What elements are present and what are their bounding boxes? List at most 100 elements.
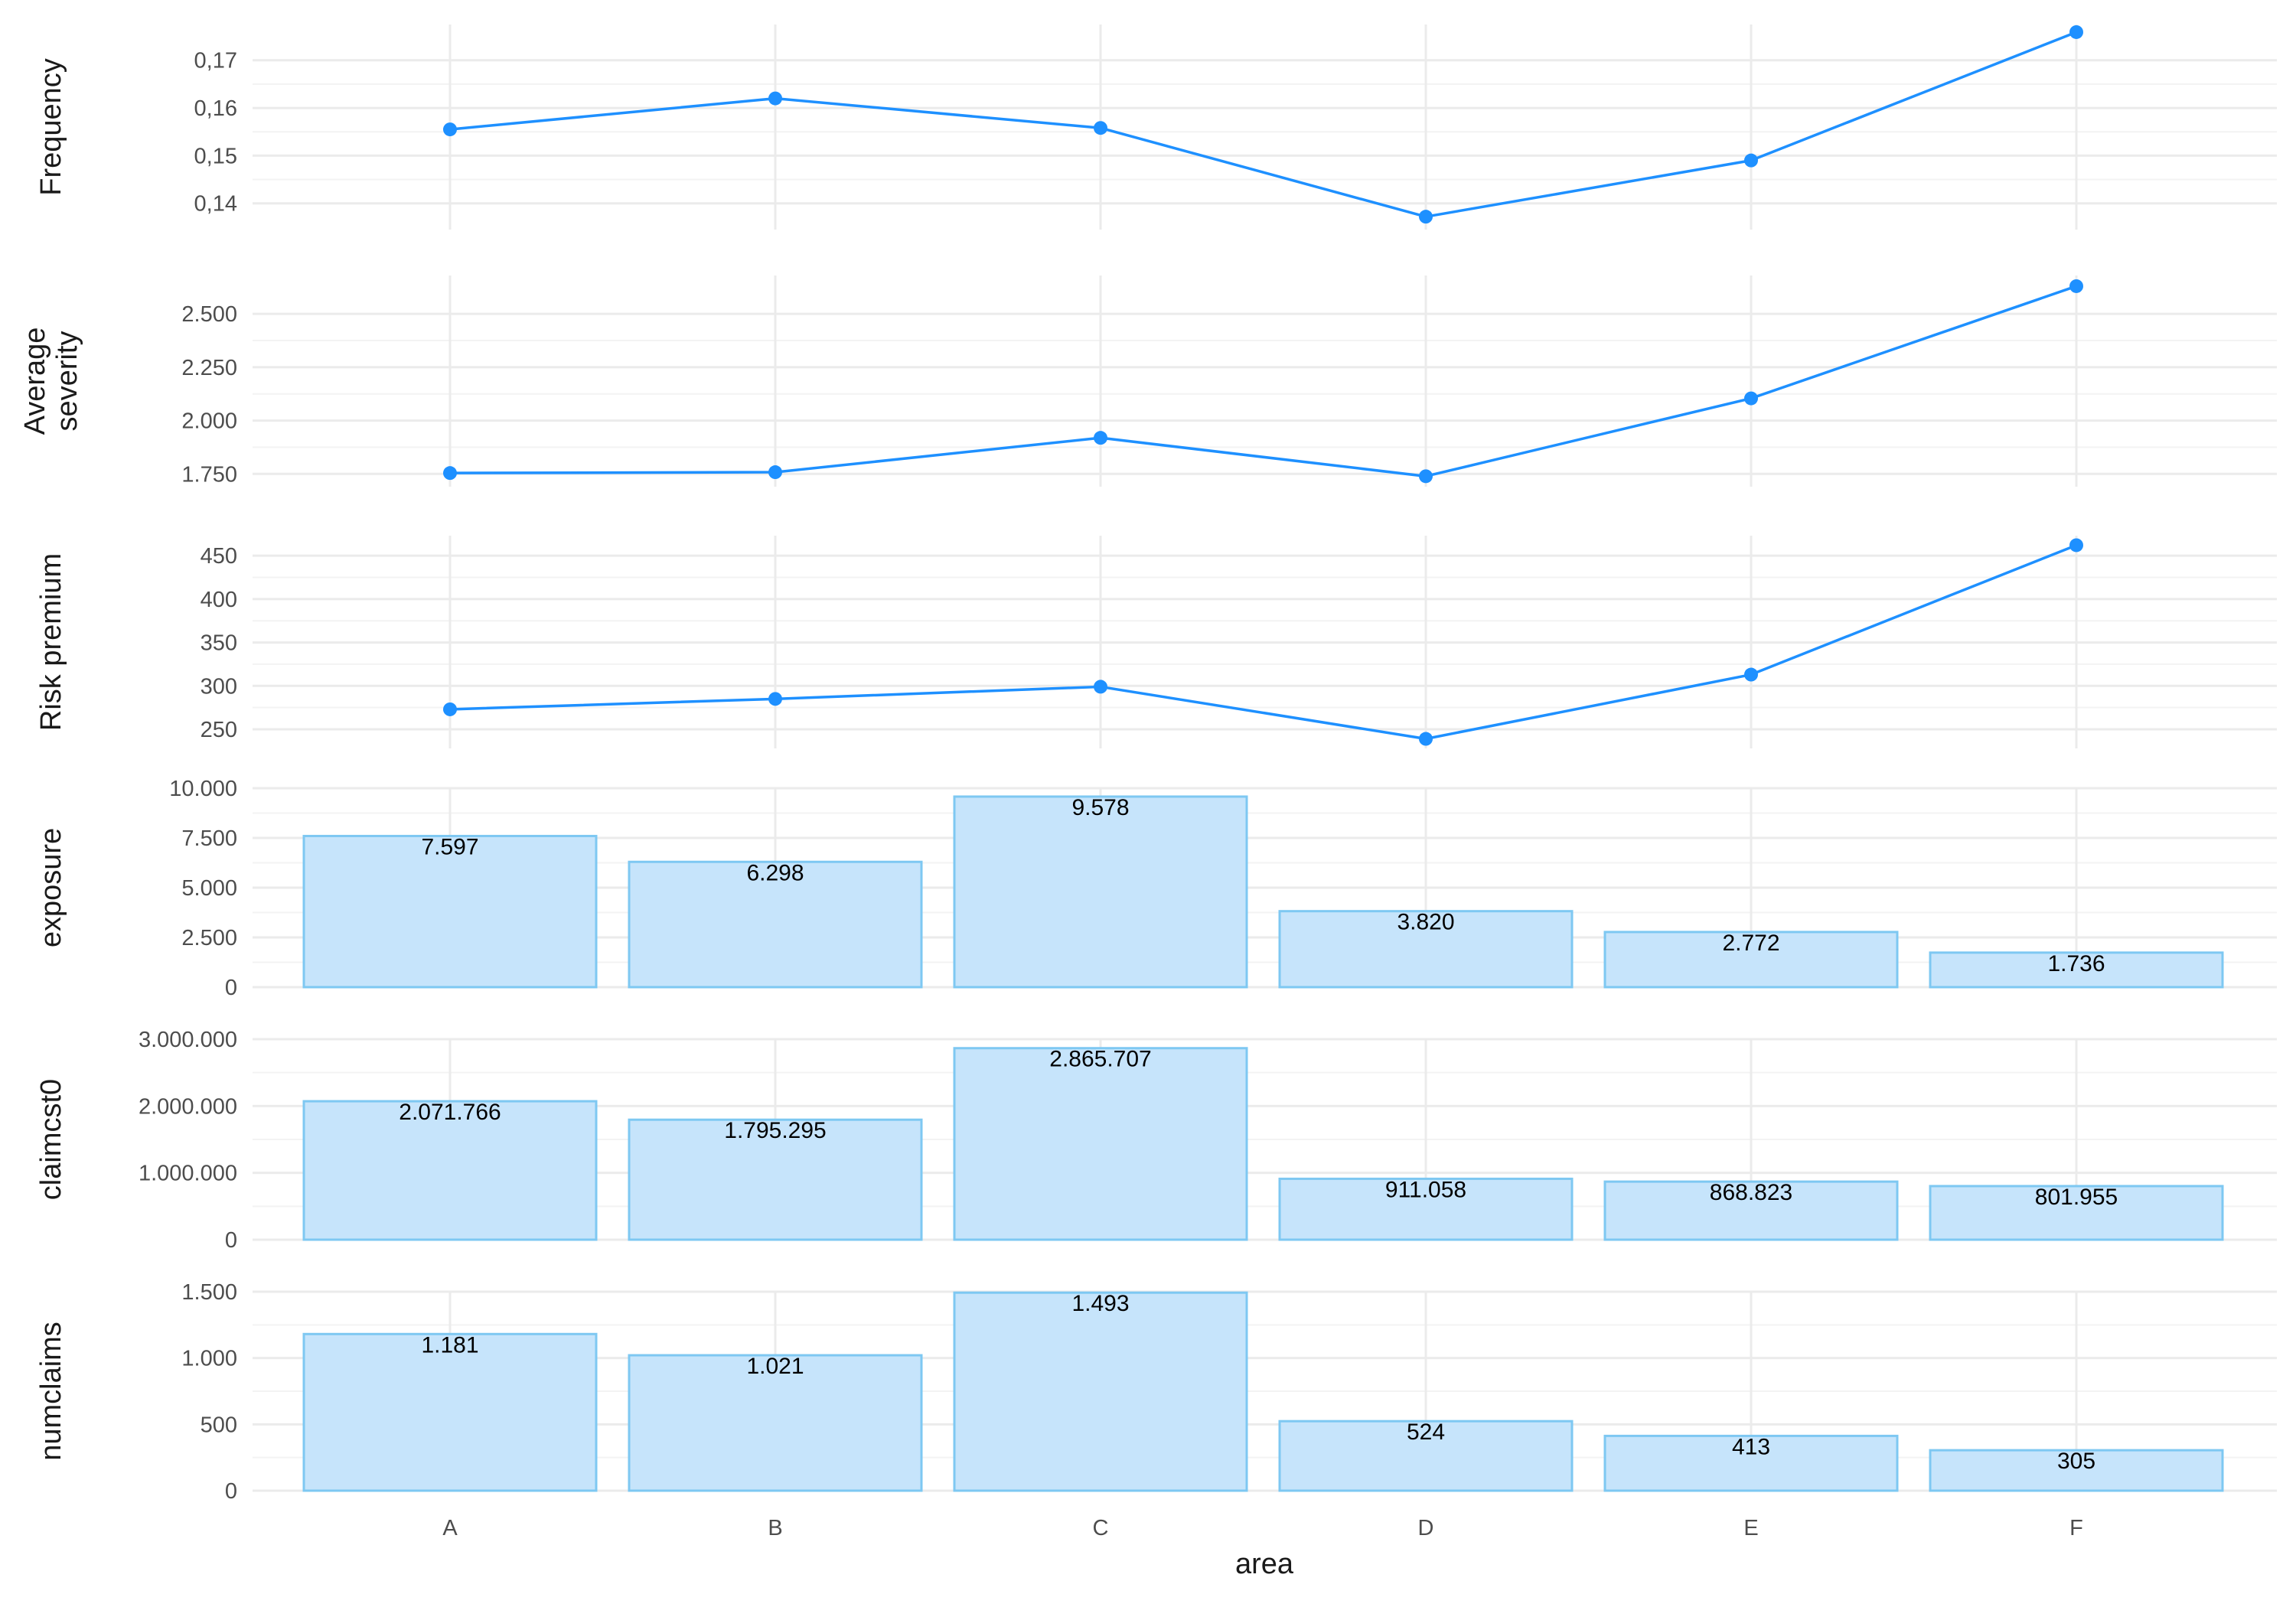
y-tick-label: 2.500 (181, 926, 237, 950)
bar-value-label: 305 (2057, 1449, 2095, 1474)
bar-value-label: 2.772 (1722, 931, 1779, 956)
y-tick-label: 0,16 (194, 96, 237, 121)
y-tick-label: 0 (225, 1228, 237, 1253)
data-point (2069, 279, 2083, 293)
bar (1929, 1449, 2224, 1492)
data-point (443, 122, 457, 137)
bar-value-label: 1.736 (2047, 951, 2105, 976)
data-point (1094, 680, 1107, 694)
bar (1929, 951, 2224, 989)
y-axis-title-line: numclaims (35, 1322, 67, 1461)
bar (1278, 1420, 1574, 1492)
bar (1603, 931, 1899, 989)
bar-value-label: 7.597 (421, 834, 478, 859)
bar-value-label: 2.865.707 (1049, 1047, 1151, 1072)
y-tick-label: 0,14 (194, 192, 237, 217)
y-axis-title-line: Frequency (35, 58, 67, 196)
panel-1: 0,14 0,15 0,16 0,17 Frequency (35, 24, 2277, 230)
y-tick-label: 1.500 (181, 1280, 237, 1305)
bar-value-label: 413 (1732, 1434, 1770, 1459)
panel-6: 0 500 1.000 1.500 numclaims 1.181 1.021 1.493 52… (35, 1280, 2277, 1504)
data-point (443, 466, 457, 481)
bar (302, 834, 598, 989)
bar-value-label: 801.955 (2035, 1185, 2118, 1210)
bar-value-label: 524 (1407, 1420, 1445, 1445)
data-point (443, 702, 457, 716)
bar-value-label: 868.823 (1710, 1180, 1792, 1205)
y-tick-label: 500 (201, 1413, 237, 1437)
y-tick-label: 5.000 (181, 876, 237, 901)
data-point (2069, 538, 2083, 553)
x-axis: A B C D E F (442, 1516, 2083, 1540)
bar-value-label: 1.021 (746, 1354, 804, 1379)
y-tick-label: 1.750 (181, 462, 237, 487)
y-tick-label: 2.000.000 (139, 1094, 237, 1119)
y-axis-title: claimcst0 (35, 1079, 67, 1200)
panel-5: 0 1.000.000 2.000.000 3.000.000 claimcst0 2.0… (35, 1028, 2277, 1253)
data-point (768, 692, 782, 706)
y-tick-label: 300 (201, 674, 237, 699)
y-axis-title-line: claimcst0 (35, 1079, 67, 1200)
bar-value-label: 911.058 (1385, 1177, 1466, 1202)
series-line (449, 31, 2077, 218)
data-point (1419, 210, 1433, 224)
y-axis-title: Averageseverity (19, 328, 83, 435)
y-axis-title-line: severity (51, 331, 83, 432)
series-line (449, 285, 2077, 478)
data-point (1744, 153, 1758, 168)
y-tick-label: 0,17 (194, 49, 237, 73)
bar (953, 1047, 1248, 1241)
bar (1278, 910, 1574, 989)
data-point (768, 91, 782, 106)
x-tick-label: D (1418, 1516, 1434, 1540)
y-tick-label: 7.500 (181, 826, 237, 851)
x-tick-label: A (442, 1516, 458, 1540)
bar (1929, 1185, 2224, 1241)
y-tick-label: 400 (201, 588, 237, 612)
y-tick-label: 250 (201, 718, 237, 742)
y-tick-label: 2.250 (181, 356, 237, 380)
data-point (768, 465, 782, 480)
panel-4: 0 2.500 5.000 7.500 10.000 exposure 7.597 6.298… (35, 777, 2277, 1000)
panel-2: 1.750 2.000 2.250 2.500 Averageseverity (19, 275, 2277, 487)
y-axis-title: numclaims (35, 1322, 67, 1461)
y-axis-title-line: Average (19, 328, 51, 435)
y-tick-label: 0 (225, 976, 237, 1000)
bar (953, 1291, 1248, 1492)
bar-value-label: 6.298 (746, 860, 804, 885)
bar (1603, 1434, 1899, 1492)
y-axis-title: exposure (35, 828, 67, 947)
bar-value-label: 1.181 (421, 1332, 478, 1358)
y-tick-label: 0,15 (194, 144, 237, 168)
bar-value-label: 1.493 (1071, 1291, 1129, 1316)
x-axis-title: area (1235, 1548, 1294, 1580)
bar (302, 1332, 598, 1492)
bar-value-label: 3.820 (1397, 910, 1454, 935)
data-point (1419, 469, 1433, 484)
panel-3: 250 300 350 400 450 Risk premium (35, 536, 2277, 748)
data-point (1744, 391, 1758, 406)
y-tick-label: 350 (201, 631, 237, 656)
x-tick-label: E (1743, 1516, 1758, 1540)
x-tick-label: C (1093, 1516, 1109, 1540)
y-axis-title: Frequency (35, 58, 67, 196)
y-tick-label: 2.500 (181, 302, 237, 327)
bar (953, 795, 1248, 989)
data-point (1094, 121, 1107, 135)
bar (1603, 1180, 1899, 1241)
bar (628, 860, 923, 989)
y-axis-title-line: exposure (35, 828, 67, 947)
y-tick-label: 2.000 (181, 409, 237, 434)
bar (628, 1118, 923, 1241)
y-axis-title-line: Risk premium (35, 553, 67, 731)
bar-value-label: 2.071.766 (399, 1100, 501, 1125)
y-tick-label: 3.000.000 (139, 1028, 237, 1052)
bar-value-label: 9.578 (1071, 795, 1129, 820)
y-tick-label: 450 (201, 544, 237, 569)
x-tick-label: B (768, 1516, 782, 1540)
data-point (1419, 732, 1433, 746)
y-tick-label: 1.000 (181, 1347, 237, 1371)
y-tick-label: 1.000.000 (139, 1162, 237, 1186)
y-axis-title: Risk premium (35, 553, 67, 731)
